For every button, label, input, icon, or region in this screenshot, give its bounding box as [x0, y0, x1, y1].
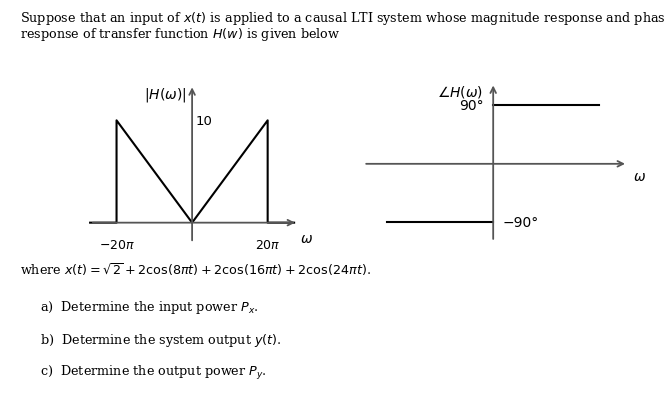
- Text: 10: 10: [196, 115, 212, 128]
- Text: $|H(\omega)|$: $|H(\omega)|$: [144, 85, 187, 103]
- Text: where $x(t) = \sqrt{2}+2\cos(8\pi t)+2\cos(16\pi t)+2\cos(24\pi t)$.: where $x(t) = \sqrt{2}+2\cos(8\pi t)+2\c…: [20, 261, 371, 277]
- Text: $-20\pi$: $-20\pi$: [98, 239, 135, 251]
- Text: a)  Determine the input power $P_x$.: a) Determine the input power $P_x$.: [40, 299, 258, 316]
- Text: Suppose that an input of $x(t)$ is applied to a causal LTI system whose magnitud: Suppose that an input of $x(t)$ is appli…: [20, 10, 664, 27]
- Text: $\angle H(\omega)$: $\angle H(\omega)$: [438, 83, 483, 99]
- Text: $\omega$: $\omega$: [299, 231, 313, 245]
- Text: b)  Determine the system output $y(t)$.: b) Determine the system output $y(t)$.: [40, 331, 282, 348]
- Text: c)  Determine the output power $P_y$.: c) Determine the output power $P_y$.: [40, 363, 267, 381]
- Text: $20\pi$: $20\pi$: [255, 239, 280, 251]
- Text: $\omega$: $\omega$: [633, 170, 645, 184]
- Text: 90°: 90°: [459, 99, 483, 113]
- Text: −90°: −90°: [503, 216, 539, 230]
- Text: response of transfer function $H(w)$ is given below: response of transfer function $H(w)$ is …: [20, 26, 341, 43]
